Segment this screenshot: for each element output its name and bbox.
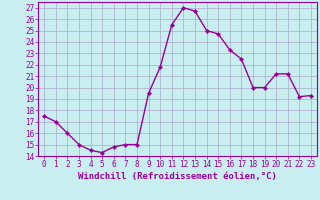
X-axis label: Windchill (Refroidissement éolien,°C): Windchill (Refroidissement éolien,°C) <box>78 172 277 181</box>
